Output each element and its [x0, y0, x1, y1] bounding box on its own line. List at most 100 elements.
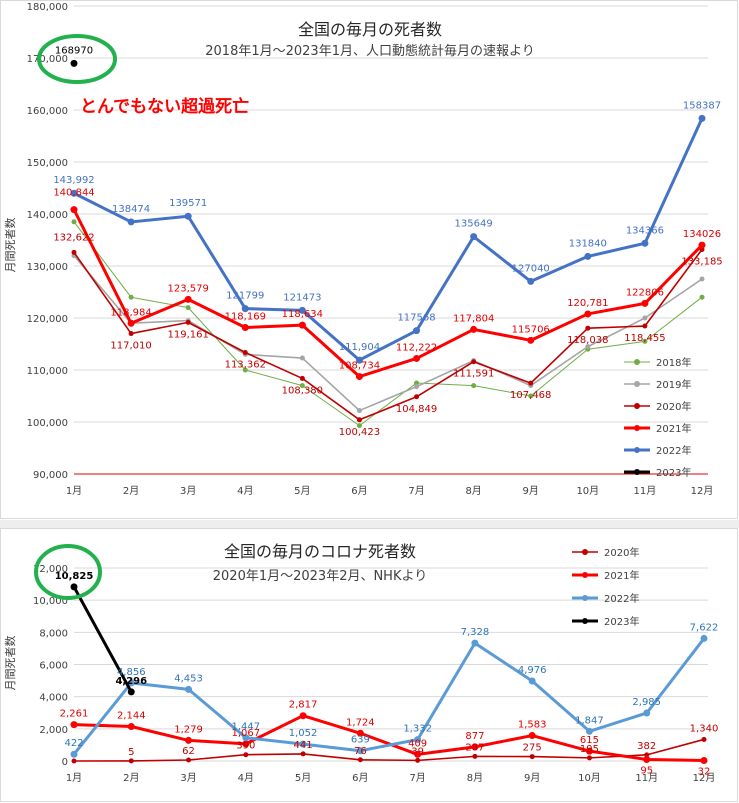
- data-label-2020: 195: [580, 744, 599, 755]
- data-point-2020: [357, 757, 363, 763]
- series-line-2020: [73, 248, 703, 421]
- data-point-2022: [70, 189, 78, 197]
- data-label-2022: 143,992: [53, 175, 94, 186]
- data-point-2018: [128, 294, 134, 300]
- data-point-2018: [528, 393, 534, 399]
- data-label-2020: 108,380: [282, 385, 323, 396]
- data-point-2020: [528, 380, 534, 386]
- data-point-2021: [184, 295, 192, 303]
- data-label-2022: 127040: [512, 263, 550, 274]
- data-point-2019: [356, 408, 362, 414]
- data-point-2022: [299, 740, 307, 748]
- chart-monthly-deaths: 90,000 100,000 110,000 120,000 130,000 140,00…: [0, 0, 738, 519]
- data-label-2022: 7,328: [461, 627, 490, 638]
- data-point-2021: [528, 732, 536, 740]
- data-label-2021: 32: [698, 766, 711, 777]
- data-point-2018: [699, 294, 705, 300]
- y-axis-title: 月間死者数: [4, 636, 17, 691]
- data-label-2020: 76: [354, 746, 367, 757]
- y-tick-label: 110,000: [27, 366, 68, 377]
- legend-marker-2020: [582, 549, 588, 555]
- data-label-2022: 422: [64, 738, 83, 749]
- data-point-2022: [242, 734, 250, 742]
- legend-label-2023: 2023年: [604, 615, 639, 628]
- y-tick-label: 130,000: [27, 262, 68, 273]
- data-point-2022: [185, 685, 193, 693]
- data-point-2020: [644, 752, 650, 758]
- data-point-2022: [471, 639, 479, 647]
- legend-marker-2022: [582, 595, 588, 601]
- data-label-2020: 133,185: [681, 256, 722, 267]
- data-point-2021: [471, 743, 479, 751]
- data-label-2021: 112,222: [396, 342, 437, 353]
- legend-marker-2021: [582, 572, 588, 578]
- x-tick-label: 9月: [523, 485, 539, 497]
- data-label-2023: 4,296: [115, 676, 147, 687]
- data-label-2022: 639: [351, 735, 370, 746]
- data-label-2022: 1,447: [231, 722, 260, 733]
- data-label-2021: 877: [465, 731, 484, 742]
- data-point-2019: [299, 355, 305, 361]
- x-tick-label: 12月: [691, 485, 714, 497]
- x-tick-label: 5月: [295, 772, 311, 784]
- chart-frame: [0, 0, 738, 519]
- data-label-2022: 4,976: [518, 665, 547, 676]
- data-label-2021: 117,804: [453, 313, 494, 324]
- data-label-2022: 135649: [455, 219, 493, 230]
- x-tick-label: 4月: [238, 772, 254, 784]
- x-tick-label: 11月: [634, 485, 657, 497]
- data-label-2020: 275: [523, 743, 542, 754]
- data-label-2022: 121473: [283, 292, 321, 303]
- data-label-2022: 4,453: [174, 673, 203, 684]
- data-point-2019: [699, 276, 705, 282]
- x-tick-label: 10月: [578, 772, 601, 784]
- series-line-2018: [73, 221, 703, 427]
- legend-label-2021: 2021年: [656, 422, 691, 435]
- data-label-2020: 104,849: [396, 404, 437, 415]
- data-point-2018: [299, 383, 305, 389]
- data-point-2020: [701, 736, 707, 742]
- data-label-2020: 441: [294, 740, 313, 751]
- data-label-2021: 615: [580, 735, 599, 746]
- x-tick-label: 4月: [237, 485, 253, 497]
- series-line-2022: [72, 637, 706, 756]
- legend-label-2019: 2019年: [656, 378, 691, 391]
- data-point-2022: [698, 114, 706, 122]
- legend-marker-2023: [634, 469, 640, 475]
- data-point-2018: [242, 367, 248, 373]
- data-point-2022: [643, 709, 651, 717]
- x-tick-label: 7月: [409, 772, 425, 784]
- data-point-2020: [300, 751, 306, 757]
- y-tick-label: 100,000: [27, 418, 68, 429]
- data-point-2020: [529, 754, 535, 760]
- data-point-2021: [241, 324, 249, 332]
- data-point-2020: [186, 757, 192, 763]
- data-label-2021: 2,817: [289, 700, 318, 711]
- data-point-2021: [242, 740, 250, 748]
- data-point-2021: [70, 206, 78, 214]
- data-point-2022: [355, 356, 363, 364]
- data-label-2021: 123,579: [168, 283, 209, 294]
- chart-title: 全国の毎月の死者数: [298, 20, 442, 39]
- data-point-2020: [185, 319, 191, 325]
- legend-marker-2020: [634, 403, 640, 409]
- data-point-2022: [700, 634, 708, 642]
- chart-subtitle: 2018年1月～2023年1月、人口動態統計毎月の速報より: [205, 43, 534, 59]
- legend-label-2022: 2022年: [604, 592, 639, 605]
- data-label-2023: 10,825: [55, 571, 94, 582]
- y-tick-label: 160,000: [27, 106, 68, 117]
- excess-death-annotation: とんでもない超過死亡: [80, 96, 249, 117]
- x-tick-label: 8月: [467, 772, 483, 784]
- data-point-2022: [527, 277, 535, 285]
- y-tick-label: 8,000: [39, 628, 68, 639]
- x-tick-label: 6月: [351, 485, 367, 497]
- data-point-2020: [71, 758, 77, 764]
- data-point-2022: [356, 747, 364, 755]
- data-point-2022: [470, 233, 478, 241]
- data-point-2021: [299, 712, 307, 720]
- x-tick-label: 8月: [465, 485, 481, 497]
- x-tick-label: 6月: [352, 772, 368, 784]
- data-label-2020: 5: [128, 747, 134, 758]
- y-tick-label: 180,000: [27, 2, 68, 13]
- chart-divider: [0, 520, 739, 528]
